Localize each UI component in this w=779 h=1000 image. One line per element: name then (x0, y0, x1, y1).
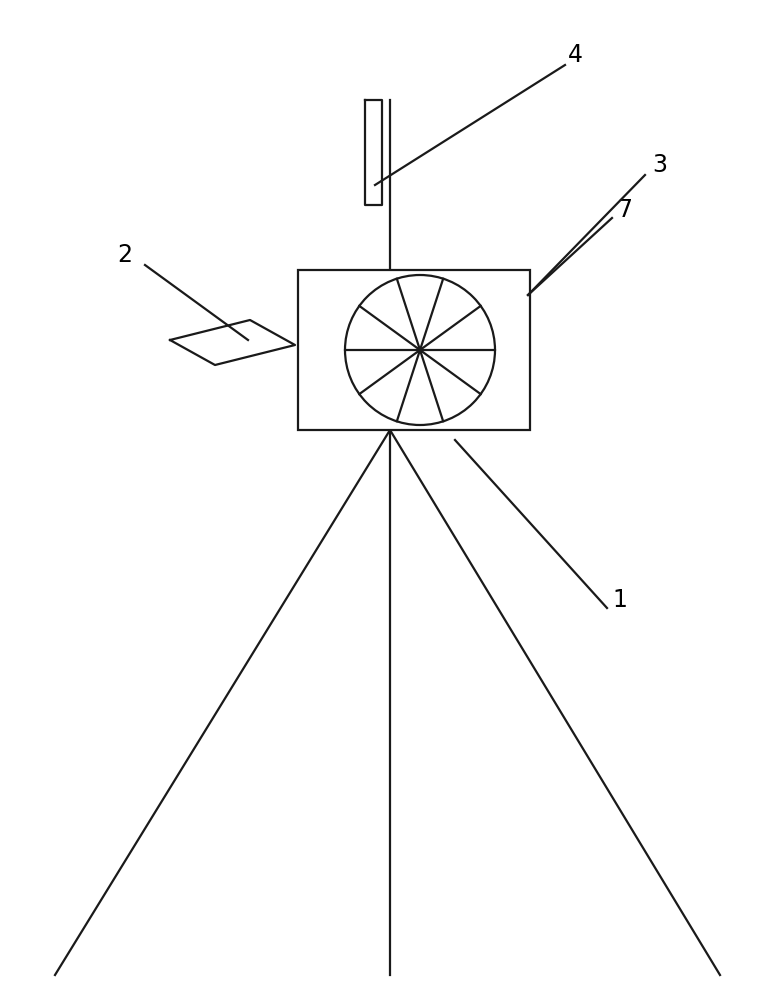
Text: 3: 3 (653, 153, 668, 177)
Text: 1: 1 (612, 588, 627, 612)
Polygon shape (170, 320, 295, 365)
Text: 2: 2 (118, 243, 132, 267)
Polygon shape (365, 100, 382, 205)
Text: 4: 4 (567, 43, 583, 67)
Bar (298, 270, 530, 430)
Text: 7: 7 (618, 198, 633, 222)
